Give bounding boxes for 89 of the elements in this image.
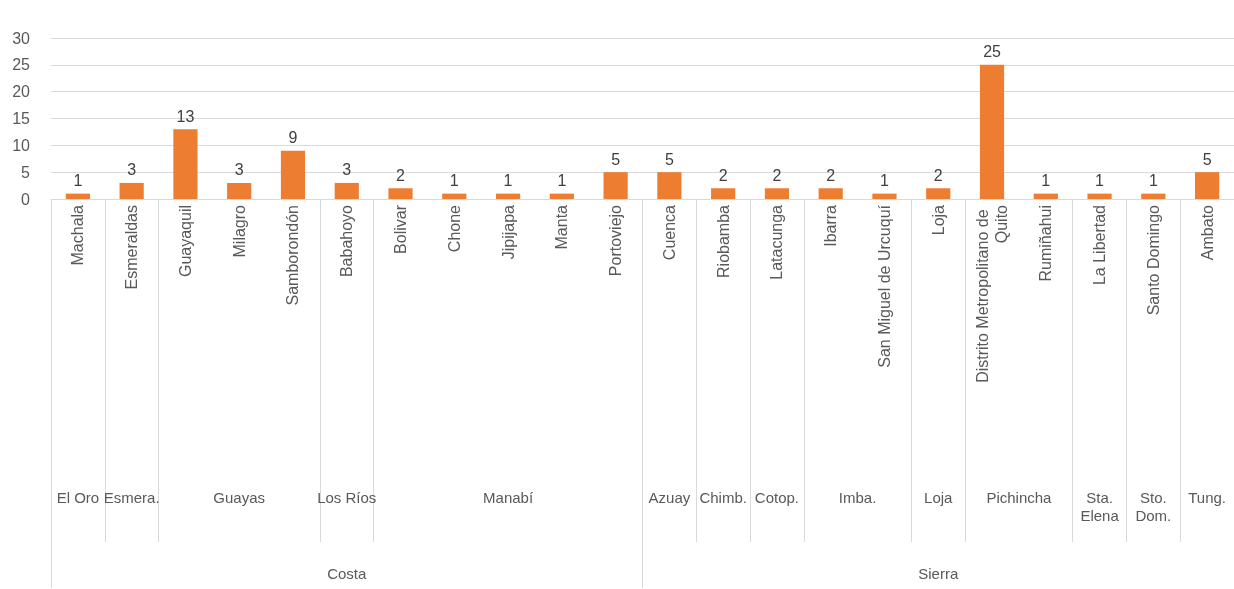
bar: [173, 129, 198, 199]
x-tick-label: Machala: [69, 204, 87, 266]
bar: [495, 193, 521, 199]
x-tick-label: Cuenca: [660, 204, 678, 261]
data-label: 1: [503, 172, 513, 190]
text: Guayas: [213, 488, 266, 506]
x-tick-label: Jipijapa: [499, 204, 517, 260]
data-label: 13: [176, 107, 195, 125]
text: Los Ríos: [317, 488, 377, 506]
x-tick-label: Ibarra: [822, 204, 840, 247]
data-label: 1: [449, 172, 459, 190]
x-tick-label: Loja: [929, 204, 947, 236]
text: Esmera.: [103, 488, 160, 506]
data-label: 1: [1148, 172, 1158, 190]
text: Azuay: [648, 488, 691, 506]
bar: [280, 150, 306, 199]
data-label: 2: [772, 166, 782, 184]
text: Sta. Elena: [1080, 488, 1120, 524]
text: Imba.: [838, 488, 877, 506]
data-label: 1: [1041, 172, 1051, 190]
data-label: 1: [557, 172, 567, 190]
data-label: 2: [933, 166, 943, 184]
x-tick-label: Distrito Metropolitano de Quito: [974, 204, 1011, 383]
text: Sierra: [918, 564, 959, 582]
text: Loja: [924, 488, 954, 506]
bar: [442, 193, 467, 199]
bar: [227, 182, 252, 199]
bar: [1087, 193, 1112, 199]
y-tick-label: 20: [12, 83, 31, 101]
bar: [657, 172, 682, 199]
x-tick-label: Rumiñahui: [1037, 205, 1055, 282]
data-label: 1: [880, 172, 890, 190]
bar: [979, 64, 1005, 199]
y-tick-label: 15: [12, 110, 31, 127]
data-label: 3: [127, 161, 137, 179]
data-label: 25: [983, 43, 1002, 61]
x-tick-label: Riobamba: [714, 204, 732, 278]
data-label: 9: [288, 129, 298, 147]
text: Sto. Dom.: [1135, 488, 1172, 524]
x-tick-label: Ambato: [1198, 204, 1216, 261]
x-tick-label: Manta: [553, 204, 571, 250]
text: Chimb.: [699, 488, 747, 506]
x-tick-label: Esmeraldas: [123, 205, 141, 290]
text: Pichincha: [986, 488, 1053, 506]
x-tick-label: Guayaquil: [176, 205, 194, 278]
bar: [1141, 193, 1166, 199]
data-label: 2: [826, 166, 836, 184]
data-label: 5: [611, 150, 621, 168]
x-tick-label: Samborondón: [284, 205, 302, 306]
bar: [1033, 193, 1058, 199]
text: Tung.: [1188, 488, 1227, 506]
data-label: 3: [234, 161, 244, 179]
text: Costa: [327, 564, 367, 582]
x-tick-label: San Miguel de Urcuquí: [875, 204, 893, 368]
bar: [119, 182, 144, 199]
data-label: 1: [73, 172, 83, 190]
x-tick-label: Santo Domingo: [1144, 204, 1162, 316]
x-tick-label: Chone: [445, 204, 463, 253]
bar: [549, 193, 574, 199]
x-tick-label: Latacunga: [768, 204, 786, 280]
bar: [711, 188, 736, 199]
text: Manabí: [483, 488, 534, 506]
bar: [603, 172, 628, 199]
y-tick-label: 10: [12, 136, 31, 154]
bar: [872, 193, 897, 199]
x-tick-label: Milagro: [230, 204, 248, 258]
data-label: 2: [718, 166, 728, 184]
bar: [388, 188, 413, 199]
y-tick-label: 5: [21, 163, 31, 181]
x-tick-label: Bolivar: [392, 204, 410, 254]
y-tick-label: 25: [12, 56, 31, 74]
bar: [926, 188, 951, 199]
y-tick-label: 0: [21, 190, 31, 208]
bar: [1195, 172, 1220, 199]
data-label: 2: [396, 166, 406, 184]
data-label: 1: [1095, 172, 1105, 190]
text: El Oro: [56, 488, 100, 506]
x-tick-label: La Libertad: [1091, 205, 1109, 286]
text: Cotop.: [754, 488, 800, 506]
data-label: 3: [342, 161, 352, 179]
bar: [65, 193, 90, 199]
bar: [334, 182, 359, 199]
bar: [764, 188, 790, 199]
y-tick-label: 30: [12, 29, 31, 47]
data-label: 5: [664, 150, 674, 168]
x-tick-label: Babahoyo: [338, 204, 356, 278]
bar: [818, 188, 843, 199]
x-tick-label: Portoviejo: [607, 204, 625, 277]
data-label: 5: [1202, 150, 1212, 168]
